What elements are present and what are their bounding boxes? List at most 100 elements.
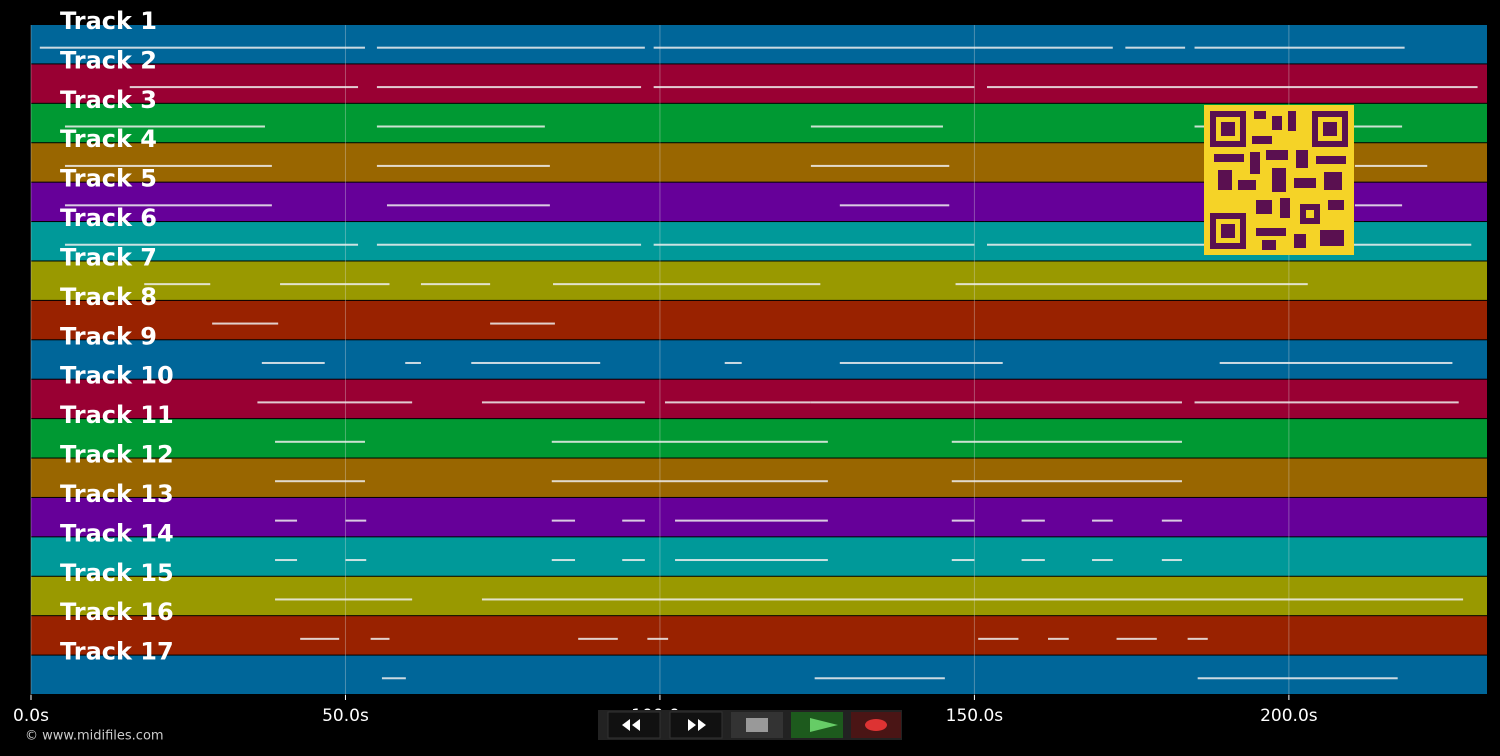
track-row (31, 576, 1487, 616)
track-row (31, 25, 1487, 64)
track-row (31, 537, 1487, 576)
track-label: Track 12 (60, 441, 174, 469)
note-segment (810, 401, 1182, 404)
note-segment (144, 283, 211, 286)
track-label: Track 6 (60, 204, 157, 232)
note-segment (275, 480, 365, 483)
note-segment (986, 243, 1226, 246)
play-button[interactable] (791, 712, 843, 738)
note-segment (257, 401, 413, 404)
note-segment (490, 322, 555, 325)
track-row (31, 458, 1487, 497)
track-row (31, 655, 1487, 694)
note-segment (675, 559, 828, 562)
note-segment (553, 283, 821, 286)
x-tick-label: 50.0s (322, 706, 369, 726)
note-segment (376, 164, 550, 167)
note-segment (420, 283, 491, 286)
note-segment (1092, 519, 1113, 522)
note-segment (675, 519, 828, 522)
note-segment (64, 164, 272, 167)
x-tick-label: 0.0s (13, 706, 49, 726)
note-segment (951, 559, 975, 562)
note-segment (261, 361, 325, 364)
note-segment (345, 519, 367, 522)
note-segment (839, 204, 950, 207)
note-segment (481, 401, 645, 404)
track-label: Track 3 (60, 86, 157, 114)
track-row (31, 340, 1487, 379)
note-segment (1092, 559, 1113, 562)
note-segment (664, 401, 811, 404)
track-row (31, 64, 1487, 103)
note-segment (551, 559, 576, 562)
note-segment (1021, 519, 1045, 522)
note-segment (1219, 361, 1453, 364)
track-row (31, 419, 1487, 458)
note-segment (405, 361, 421, 364)
note-segment (1345, 243, 1472, 246)
note-segment (951, 519, 975, 522)
track-row (31, 379, 1487, 419)
track-label: Track 1 (60, 7, 157, 35)
stop-button[interactable] (731, 712, 783, 738)
note-segment (39, 46, 365, 49)
note-segment (376, 243, 642, 246)
x-tick-label: 150.0s (946, 706, 1004, 726)
x-tick-label: 200.0s (1260, 706, 1318, 726)
note-segment (955, 283, 1308, 286)
note-segment (386, 204, 550, 207)
track-label: Track 11 (60, 401, 174, 429)
note-segment (810, 164, 950, 167)
copyright: © www.midifiles.com (25, 729, 164, 744)
note-segment (64, 125, 265, 128)
note-segment (653, 46, 1113, 49)
track-label: Track 2 (60, 46, 157, 74)
track-label: Track 15 (60, 559, 174, 587)
note-segment (1161, 519, 1182, 522)
note-segment (376, 86, 642, 89)
qr-code (1204, 105, 1354, 255)
note-segment (810, 125, 943, 128)
note-segment (64, 243, 359, 246)
track-label: Track 8 (60, 283, 157, 311)
controls (598, 710, 902, 740)
track-label: Track 13 (60, 480, 174, 508)
rewind-button[interactable] (607, 711, 661, 739)
note-segment (814, 677, 945, 680)
note-segment (275, 440, 365, 443)
note-segment (653, 243, 975, 246)
note-segment (370, 637, 390, 640)
note-segment (1047, 637, 1069, 640)
note-segment (376, 46, 645, 49)
note-segment (481, 598, 1464, 601)
note-segment (1194, 46, 1405, 49)
track-label: Track 10 (60, 362, 174, 390)
grid (30, 25, 1290, 700)
note-segment (381, 677, 406, 680)
note-segment (551, 480, 828, 483)
note-segment (1125, 46, 1186, 49)
note-segment (951, 480, 1182, 483)
tick-label-group: 150.0s (946, 706, 1004, 726)
track-row (31, 616, 1487, 655)
note-segment (212, 322, 279, 325)
forward-button[interactable] (669, 711, 723, 739)
note-segment (345, 559, 367, 562)
note-segment (653, 86, 975, 89)
tick-label-group: 50.0s (322, 706, 369, 726)
record-button[interactable] (851, 712, 901, 738)
track-row (31, 300, 1487, 340)
note-segment (275, 598, 413, 601)
track-label: Track 17 (60, 638, 174, 666)
track-labels: Track 1 Track 2 Track 3 Track 4 Track 5 Track… (60, 7, 174, 666)
note-segment (551, 519, 576, 522)
note-segment (1194, 401, 1459, 404)
note-segment (1116, 637, 1157, 640)
note-segment (1354, 204, 1403, 207)
note-segment (275, 519, 298, 522)
note-segment (647, 637, 669, 640)
track-label: Track 16 (60, 598, 174, 626)
track-label: Track 5 (60, 165, 157, 193)
